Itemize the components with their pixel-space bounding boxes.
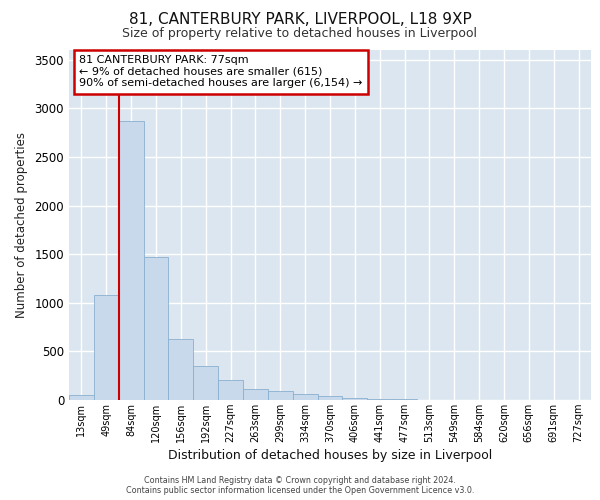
Y-axis label: Number of detached properties: Number of detached properties: [14, 132, 28, 318]
Text: Size of property relative to detached houses in Liverpool: Size of property relative to detached ho…: [122, 28, 478, 40]
Bar: [243, 390, 268, 400]
Bar: [69, 395, 94, 400]
Bar: [169, 339, 193, 400]
Bar: [367, 398, 392, 400]
X-axis label: Distribution of detached houses by size in Liverpool: Distribution of detached houses by size …: [168, 449, 492, 462]
Text: Contains HM Land Registry data © Crown copyright and database right 2024.
Contai: Contains HM Land Registry data © Crown c…: [126, 476, 474, 495]
Bar: [317, 396, 343, 400]
Text: 81, CANTERBURY PARK, LIVERPOOL, L18 9XP: 81, CANTERBURY PARK, LIVERPOOL, L18 9XP: [128, 12, 472, 28]
Bar: [218, 380, 243, 400]
Bar: [193, 366, 218, 400]
Bar: [392, 399, 417, 400]
Bar: [343, 398, 367, 400]
Bar: [293, 394, 317, 400]
Text: 81 CANTERBURY PARK: 77sqm
← 9% of detached houses are smaller (615)
90% of semi-: 81 CANTERBURY PARK: 77sqm ← 9% of detach…: [79, 56, 363, 88]
Bar: [268, 391, 293, 400]
Bar: [119, 121, 143, 400]
Bar: [143, 257, 169, 400]
Bar: [94, 295, 119, 400]
